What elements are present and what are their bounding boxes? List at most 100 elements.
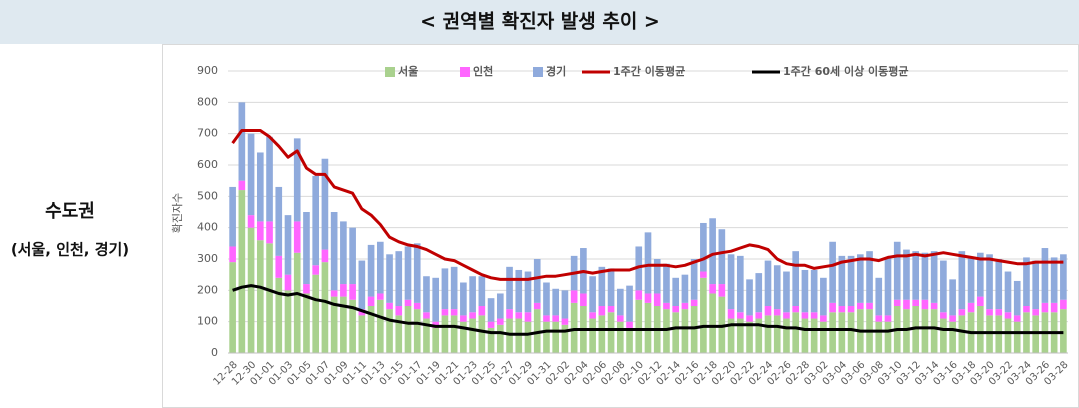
bar-segment (893, 241, 901, 300)
bar-segment (275, 277, 283, 353)
bar-segment (349, 227, 356, 285)
bar-segment (755, 312, 763, 319)
bar-segment (423, 318, 430, 353)
bar-segment (903, 309, 910, 353)
bar-segment (866, 251, 873, 303)
bar-segment (783, 318, 790, 353)
bar-segment (229, 246, 236, 263)
line-series (232, 284, 1064, 336)
bar-segment (764, 315, 772, 353)
legend-label: 1주간 이동평균 (613, 64, 685, 78)
bar-segment (506, 266, 513, 310)
bar-segment (450, 309, 458, 316)
bar-segment (940, 312, 947, 319)
bar-segment (487, 298, 495, 322)
bar-segment (284, 274, 292, 291)
bar-segment (820, 321, 827, 353)
bar-segment (727, 309, 735, 319)
bar-segment (256, 221, 264, 241)
bar-segment (921, 252, 929, 300)
bar-segment (940, 260, 947, 313)
bar-segment (976, 252, 984, 297)
bar-segment (875, 315, 883, 322)
bar-segment (792, 312, 800, 353)
bar-segment (940, 318, 947, 353)
bar-segment (266, 221, 273, 244)
bar-segment (672, 306, 680, 313)
bar-segment (1013, 315, 1021, 322)
bar-segment (515, 269, 523, 313)
bar-segment (386, 302, 393, 310)
bar-segment (801, 318, 809, 353)
bar-segment (321, 249, 329, 263)
bar-segment (561, 318, 569, 325)
bar-segment (496, 293, 504, 319)
y-tick-label: 600 (197, 158, 218, 171)
bar-segment (275, 255, 283, 278)
bar-segment (561, 324, 569, 353)
bar-segment (552, 288, 560, 316)
bar-segment (709, 284, 716, 294)
bar-segment (773, 265, 781, 310)
bar-segment (930, 251, 938, 303)
bar-segment (755, 318, 763, 353)
bar-segment (450, 266, 458, 310)
bar-segment (349, 284, 356, 300)
bar-segment (1050, 302, 1058, 313)
bar-segment (358, 315, 366, 353)
bar-segment (958, 315, 966, 353)
bar-segment (1004, 318, 1012, 353)
legend-label: 인천 (473, 64, 493, 78)
bar-segment (626, 327, 633, 353)
bar-segment (589, 276, 596, 313)
bar-segment (589, 312, 596, 319)
bar-segment (340, 284, 347, 297)
bar-segment (487, 321, 495, 328)
bar-segment (386, 254, 393, 303)
bar-segment (847, 306, 855, 313)
bar-segment (376, 293, 384, 300)
bar-segment (718, 229, 726, 285)
bar-segment (367, 296, 375, 306)
bar-segment (376, 299, 384, 353)
bar-segment (303, 293, 310, 353)
bar-segment (930, 302, 938, 310)
bar-segment (506, 309, 513, 319)
bar-segment (312, 274, 320, 353)
bar-segment (312, 265, 320, 275)
y-tick-label: 100 (197, 315, 218, 328)
bar-segment (293, 252, 301, 353)
bar-segment (783, 271, 790, 313)
bar-segment (866, 302, 873, 310)
bar-segment (395, 315, 403, 353)
bar-segment (644, 293, 652, 303)
bar-segment (616, 315, 624, 322)
bar-segment (810, 269, 818, 313)
bar-segment (303, 212, 310, 285)
bar-segment (746, 315, 753, 322)
bar-segment (1041, 248, 1049, 303)
bar-segment (986, 315, 993, 353)
bar-segment (1013, 321, 1021, 353)
bar-segment (340, 296, 347, 353)
bar-segment (903, 299, 910, 310)
y-tick-label: 500 (197, 189, 218, 202)
bar-segment (727, 254, 735, 310)
bar-segment (653, 259, 661, 294)
line-series (231, 129, 1064, 281)
bar-segment (515, 318, 523, 353)
bar-segment (875, 321, 883, 353)
y-tick-label: 0 (211, 346, 218, 359)
bar-segment (718, 296, 726, 353)
bar-segment (441, 268, 449, 310)
bar-segment (616, 321, 624, 353)
bar-segment (635, 299, 643, 353)
bar-segment (469, 318, 476, 353)
bar-segment (293, 221, 301, 253)
bar-segment (773, 309, 781, 316)
side-subtitle: (서울, 인천, 경기) (11, 241, 129, 259)
bar-segment (810, 318, 818, 353)
bar-segment (598, 306, 606, 316)
bar-segment (524, 321, 532, 353)
bar-segment (736, 255, 744, 313)
